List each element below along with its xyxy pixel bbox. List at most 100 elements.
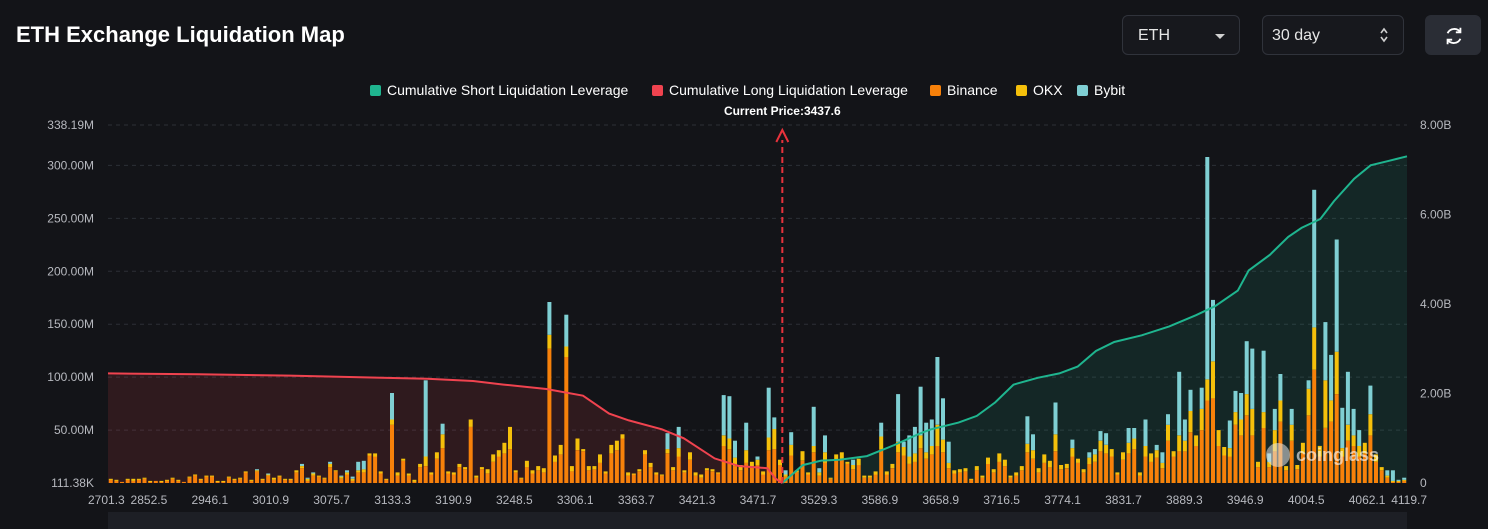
bar-okx bbox=[384, 478, 389, 480]
bar-binance bbox=[823, 462, 827, 483]
refresh-button[interactable] bbox=[1425, 15, 1481, 55]
bar-okx bbox=[991, 469, 996, 473]
range-select[interactable]: 30 day bbox=[1262, 15, 1404, 55]
bar-okx bbox=[845, 461, 850, 464]
bar-okx bbox=[620, 434, 625, 439]
bar-okx bbox=[783, 474, 788, 477]
bar-binance bbox=[153, 480, 158, 483]
bar-bybit bbox=[918, 386, 923, 436]
bar-okx bbox=[266, 474, 271, 476]
bar-binance bbox=[879, 449, 884, 483]
bar-binance bbox=[699, 477, 704, 483]
bar-okx bbox=[558, 444, 563, 455]
y-left-tick-label: 150.00M bbox=[47, 317, 94, 331]
bar-binance bbox=[238, 478, 243, 483]
bar-okx bbox=[204, 475, 209, 477]
bar-binance bbox=[626, 475, 631, 483]
bar-okx bbox=[1132, 438, 1137, 450]
bar-okx bbox=[457, 463, 462, 468]
bar-binance bbox=[592, 469, 597, 483]
bar-okx bbox=[564, 346, 569, 357]
bar-bybit bbox=[266, 473, 271, 475]
long-cumulative-line bbox=[107, 372, 783, 484]
bar-okx bbox=[1239, 419, 1244, 436]
bar-bybit bbox=[727, 396, 732, 439]
bar-binance bbox=[266, 475, 271, 483]
bar-binance bbox=[603, 473, 608, 483]
bar-binance bbox=[1244, 415, 1249, 483]
current-price-arrow bbox=[775, 127, 790, 143]
bar-okx bbox=[1177, 435, 1182, 452]
bar-okx bbox=[778, 459, 782, 465]
bar-okx bbox=[1014, 472, 1019, 476]
bar-okx bbox=[260, 478, 265, 480]
bar-okx bbox=[772, 429, 777, 450]
bar-binance bbox=[1188, 432, 1193, 483]
bar-binance bbox=[1171, 456, 1176, 483]
bar-okx bbox=[1323, 380, 1328, 428]
bar-okx bbox=[1002, 459, 1007, 467]
bar-binance bbox=[418, 467, 423, 483]
bar-okx bbox=[1216, 430, 1221, 446]
bar-bybit bbox=[817, 468, 822, 473]
bar-okx bbox=[1379, 467, 1384, 471]
bar-binance bbox=[586, 470, 591, 483]
bar-okx bbox=[1351, 435, 1356, 446]
bar-binance bbox=[1284, 470, 1289, 483]
bar-okx bbox=[361, 469, 366, 473]
bar-binance bbox=[1087, 463, 1092, 483]
x-tick-label: 4062.1 bbox=[1349, 493, 1386, 507]
bar-binance bbox=[980, 477, 985, 483]
bar-okx bbox=[575, 438, 580, 451]
bar-okx bbox=[834, 454, 839, 460]
bar-okx bbox=[193, 474, 198, 476]
bar-binance bbox=[581, 451, 586, 483]
bar-okx bbox=[412, 479, 417, 482]
bar-binance bbox=[181, 481, 186, 483]
bar-okx bbox=[423, 456, 428, 466]
x-tick-label: 4004.5 bbox=[1288, 493, 1325, 507]
bar-okx bbox=[1284, 466, 1289, 471]
bar-binance bbox=[260, 479, 265, 483]
bar-okx bbox=[198, 478, 203, 480]
bar-binance bbox=[1042, 462, 1047, 483]
bar-binance bbox=[789, 455, 794, 483]
bar-binance bbox=[1053, 451, 1058, 483]
bar-bybit bbox=[744, 422, 749, 451]
bar-binance bbox=[125, 479, 130, 483]
bar-binance bbox=[547, 348, 552, 483]
bar-okx bbox=[1396, 480, 1401, 482]
bar-okx bbox=[749, 461, 754, 466]
bar-binance bbox=[564, 357, 569, 483]
bar-binance bbox=[1379, 470, 1384, 483]
bar-binance bbox=[614, 450, 619, 483]
bar-okx bbox=[1081, 469, 1086, 473]
bar-binance bbox=[1368, 435, 1373, 483]
bar-bybit bbox=[1312, 189, 1317, 328]
bar-binance bbox=[659, 475, 664, 483]
bar-binance bbox=[283, 479, 288, 483]
coin-select[interactable]: ETH bbox=[1122, 15, 1240, 55]
bar-okx bbox=[929, 445, 934, 455]
bar-binance bbox=[558, 454, 563, 483]
bar-okx bbox=[1047, 460, 1052, 468]
bar-okx bbox=[1019, 466, 1024, 471]
bar-binance bbox=[1402, 480, 1407, 483]
bar-binance bbox=[474, 477, 479, 483]
bar-bybit bbox=[1396, 479, 1401, 481]
bar-binance bbox=[890, 468, 895, 483]
bar-okx bbox=[957, 469, 962, 473]
bar-bybit bbox=[1070, 439, 1075, 449]
bar-okx bbox=[429, 472, 434, 475]
bar-binance bbox=[766, 450, 771, 483]
bar-binance bbox=[1002, 466, 1007, 483]
bar-okx bbox=[1036, 468, 1041, 473]
bar-bybit bbox=[783, 470, 788, 475]
bar-binance bbox=[1306, 415, 1311, 483]
bar-binance bbox=[1121, 459, 1125, 483]
bar-okx bbox=[800, 451, 805, 461]
bar-okx bbox=[1137, 472, 1142, 476]
bar-binance bbox=[519, 478, 524, 483]
bar-okx bbox=[693, 472, 698, 476]
bar-binance bbox=[406, 475, 411, 483]
